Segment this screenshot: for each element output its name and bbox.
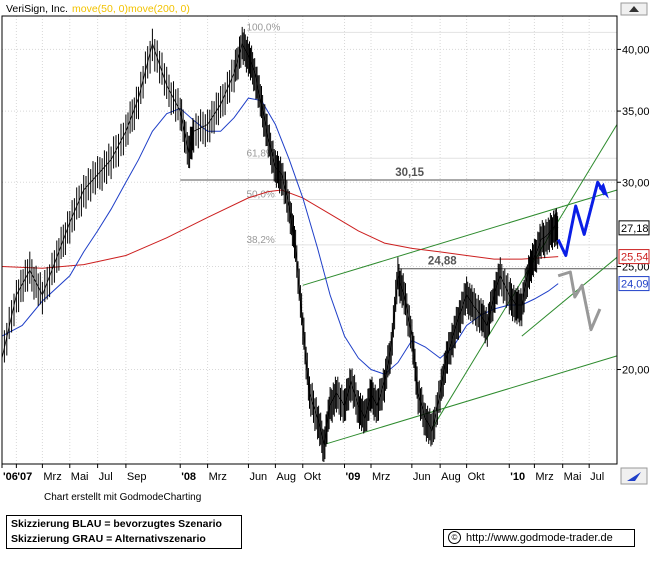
x-tick-label: '07 — [17, 471, 32, 483]
value-badge-label: 27,18 — [621, 223, 649, 235]
ma200-legend: move(200, 0) — [128, 3, 190, 15]
scroll-down-button[interactable] — [621, 468, 647, 484]
ma50-line — [2, 98, 558, 374]
x-tick-label: Jun — [249, 471, 267, 483]
website-link[interactable]: © http://www.godmode-trader.de — [443, 529, 635, 547]
x-tick-label: Mrz — [372, 471, 390, 483]
y-tick-label: 30,00 — [622, 177, 650, 189]
x-tick-label: Mai — [564, 471, 582, 483]
x-tick-label: '10 — [510, 471, 525, 483]
scenario-sketches — [558, 182, 609, 329]
x-tick-label: Okt — [468, 471, 485, 483]
scenario-legend: Skizzierung BLAU = bevorzugtes Szenario … — [6, 515, 242, 549]
legend-line-blue: Skizzierung BLAU = bevorzugtes Szenario — [11, 517, 237, 532]
ma50-legend: move(50, 0) — [72, 3, 128, 15]
chart-canvas: 100,0%61,8%50,0%38,2% 30,15 24,88 40,00 35… — [0, 0, 651, 490]
value-badge-label: 25,54 — [621, 252, 649, 264]
x-tick-label: Jun — [413, 471, 431, 483]
ma200-series — [2, 190, 558, 268]
x-tick-label: Jul — [590, 471, 604, 483]
x-tick-label: '09 — [346, 471, 361, 483]
x-tick-label: Mai — [71, 471, 89, 483]
x-axis-ticks: '06'07 Mrz Mai Jul Sep '08 Mrz Jun Aug Okt '09 Mrz J… — [2, 464, 604, 483]
y-tick-label: 20,00 — [622, 365, 650, 377]
price-line — [2, 44, 558, 445]
company-title: VeriSign, Inc. — [6, 3, 68, 15]
x-tick-label: Mrz — [209, 471, 227, 483]
x-tick-label: Mrz — [43, 471, 61, 483]
x-tick-label: Jul — [99, 471, 113, 483]
x-tick-label: Aug — [276, 471, 296, 483]
website-url: http://www.godmode-trader.de — [466, 532, 613, 544]
chart-header: VeriSign, Inc. move(50, 0) move(200, 0) — [6, 3, 190, 15]
fibonacci-levels: 100,0%61,8%50,0%38,2% — [246, 22, 617, 245]
level-label: 24,88 — [428, 256, 457, 268]
x-tick-label: Sep — [127, 471, 147, 483]
copyright-icon: © — [448, 531, 461, 544]
x-tick-label: '08 — [181, 471, 196, 483]
legend-line-gray: Skizzierung GRAU = Alternativszenario — [11, 532, 237, 547]
x-tick-label: '06 — [3, 471, 18, 483]
value-badge-label: 24,09 — [621, 279, 649, 291]
ma50-series — [2, 98, 558, 374]
x-tick-label: Okt — [304, 471, 321, 483]
y-tick-label: 40,00 — [622, 44, 650, 56]
value-badges: 27,18 25,54 24,09 — [619, 221, 649, 291]
level-label: 30,15 — [395, 167, 424, 179]
scroll-controls — [621, 3, 647, 484]
ma200-line — [2, 190, 558, 268]
fib-level-label: 38,2% — [246, 235, 274, 246]
y-tick-label: 35,00 — [622, 106, 650, 118]
x-tick-label: Aug — [441, 471, 461, 483]
chart-credit: Chart erstellt mit GodmodeCharting — [44, 492, 201, 503]
x-tick-label: Mrz — [535, 471, 553, 483]
fib-level-label: 100,0% — [246, 22, 280, 33]
